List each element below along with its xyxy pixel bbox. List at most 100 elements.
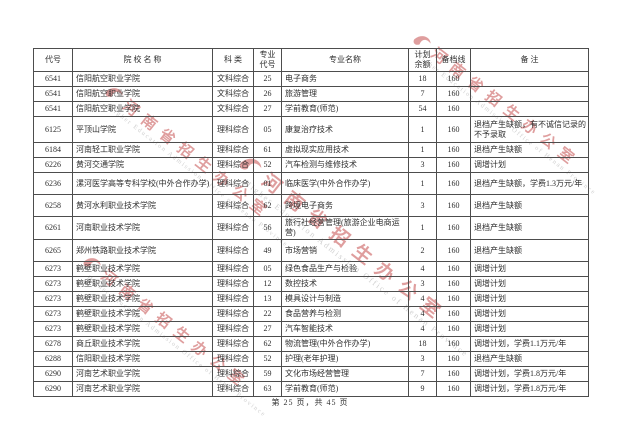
cell-institution: 信阳航空职业学院 bbox=[72, 101, 213, 117]
cell-quota: 1 bbox=[408, 142, 437, 158]
cell-institution: 鹤壁职业技术学院 bbox=[72, 291, 213, 307]
cell-code: 6125 bbox=[33, 116, 73, 143]
header-remark: 备 注 bbox=[470, 48, 589, 72]
cell-category: 理科综合 bbox=[212, 239, 254, 262]
table-row: 6541 信阳航空职业学院 文科综合 25 电子商务 18 160 bbox=[33, 71, 589, 87]
cell-major-code: 52 bbox=[253, 351, 282, 367]
header-code: 代号 bbox=[33, 48, 73, 72]
cell-major-code: 61 bbox=[253, 142, 282, 158]
cell-line: 160 bbox=[436, 336, 471, 352]
header-category: 科 类 bbox=[212, 48, 254, 72]
cell-major-name: 数控技术 bbox=[281, 276, 409, 292]
cell-institution: 信阳航空职业学院 bbox=[72, 86, 213, 102]
cell-major-code: 22 bbox=[253, 306, 282, 322]
cell-category: 理科综合 bbox=[212, 116, 254, 143]
cell-major-name: 学前教育(师范) bbox=[281, 381, 409, 397]
cell-remark: 调增计划 bbox=[470, 306, 589, 322]
cell-remark: 退档产生缺额 bbox=[470, 351, 589, 367]
cell-major-name: 康复治疗技术 bbox=[281, 116, 409, 143]
cell-institution: 商丘职业技术学院 bbox=[72, 336, 213, 352]
cell-code: 6236 bbox=[33, 172, 73, 195]
table-row: 6258 黄河水利职业技术学院 理科综合 62 跨境电子商务 3 160 退档产生缺额 bbox=[33, 194, 589, 217]
cell-quota: 54 bbox=[408, 101, 437, 117]
cell-remark: 退档产生缺额 bbox=[470, 194, 589, 217]
cell-quota: 1 bbox=[408, 216, 437, 240]
page-number: 第 25 页，共 45 页 bbox=[271, 398, 349, 407]
admission-plan-table: 代号 院 校 名 称 科 类 专业代号 专业名称 计划余额 备档线 备 注 65… bbox=[33, 48, 589, 397]
cell-quota: 4 bbox=[408, 321, 437, 337]
cell-code: 6288 bbox=[33, 351, 73, 367]
cell-category: 理科综合 bbox=[212, 142, 254, 158]
cell-line: 160 bbox=[436, 116, 471, 143]
cell-remark: 调增计划 bbox=[470, 276, 589, 292]
cell-institution: 郑州铁路职业技术学院 bbox=[72, 239, 213, 262]
cell-line: 160 bbox=[436, 101, 471, 117]
table-row: 6261 河南职业技术学院 理科综合 56 旅行社经营管理(旅游企业电商运营) 1 160 退… bbox=[33, 216, 589, 240]
cell-institution: 鹤壁职业技术学院 bbox=[72, 306, 213, 322]
cell-line: 160 bbox=[436, 381, 471, 397]
cell-quota: 3 bbox=[408, 351, 437, 367]
table-row: 6273 鹤壁职业技术学院 理科综合 05 绿色食品生产与检验 4 160 调增计划 bbox=[33, 261, 589, 277]
table-row: 6273 鹤壁职业技术学院 理科综合 22 食品营养与检测 4 160 调增计划 bbox=[33, 306, 589, 322]
cell-remark bbox=[470, 86, 589, 102]
cell-category: 文科综合 bbox=[212, 86, 254, 102]
header-institution: 院 校 名 称 bbox=[72, 48, 213, 72]
cell-major-name: 文化市场经营管理 bbox=[281, 366, 409, 382]
cell-institution: 漯河医学高等专科学校(中外合作办学) bbox=[72, 172, 213, 195]
cell-category: 理科综合 bbox=[212, 172, 254, 195]
cell-code: 6290 bbox=[33, 381, 73, 397]
cell-major-name: 食品营养与检测 bbox=[281, 306, 409, 322]
cell-major-code: 05 bbox=[253, 261, 282, 277]
cell-major-name: 绿色食品生产与检验 bbox=[281, 261, 409, 277]
cell-line: 160 bbox=[436, 216, 471, 240]
cell-quota: 7 bbox=[408, 86, 437, 102]
cell-line: 160 bbox=[436, 366, 471, 382]
cell-remark: 退档产生缺额 bbox=[470, 216, 589, 240]
cell-major-code: 27 bbox=[253, 101, 282, 117]
cell-category: 文科综合 bbox=[212, 71, 254, 87]
table-body: 6541 信阳航空职业学院 文科综合 25 电子商务 18 160 6541 信阳航空职业学院文… bbox=[33, 71, 589, 397]
cell-line: 160 bbox=[436, 306, 471, 322]
cell-institution: 河南艺术职业学院 bbox=[72, 366, 213, 382]
cell-category: 理科综合 bbox=[212, 276, 254, 292]
cell-remark: 调增计划 bbox=[470, 261, 589, 277]
cell-major-code: 13 bbox=[253, 291, 282, 307]
cell-line: 160 bbox=[436, 194, 471, 217]
cell-major-name: 学前教育(师范) bbox=[281, 101, 409, 117]
cell-major-name: 临床医学(中外合作办学) bbox=[281, 172, 409, 195]
cell-quota: 1 bbox=[408, 116, 437, 143]
cell-remark: 调增计划 bbox=[470, 157, 589, 173]
cell-line: 160 bbox=[436, 321, 471, 337]
cell-remark: 退档产生缺额，学费1.3万元/年 bbox=[470, 172, 589, 195]
table-row: 6125 平顶山学院 理科综合 05 康复治疗技术 1 160 退档产生缺额，有不诚信记录的不… bbox=[33, 116, 589, 143]
cell-major-code: 26 bbox=[253, 86, 282, 102]
cell-code: 6273 bbox=[33, 306, 73, 322]
cell-category: 理科综合 bbox=[212, 306, 254, 322]
cell-institution: 黄河交通学院 bbox=[72, 157, 213, 173]
cell-code: 6258 bbox=[33, 194, 73, 217]
cell-remark: 调增计划，学费1.8万元/年 bbox=[470, 366, 589, 382]
cell-institution: 信阳航空职业学院 bbox=[72, 71, 213, 87]
cell-category: 理科综合 bbox=[212, 157, 254, 173]
cell-line: 160 bbox=[436, 172, 471, 195]
cell-code: 6273 bbox=[33, 291, 73, 307]
cell-institution: 鹤壁职业技术学院 bbox=[72, 321, 213, 337]
cell-remark bbox=[470, 71, 589, 87]
cell-remark: 调增计划，学费1.1万元/年 bbox=[470, 336, 589, 352]
cell-major-code: 49 bbox=[253, 239, 282, 262]
cell-remark: 调增计划，学费1.8万元/年 bbox=[470, 381, 589, 397]
cell-quota: 18 bbox=[408, 71, 437, 87]
header-line: 备档线 bbox=[436, 48, 471, 72]
cell-category: 理科综合 bbox=[212, 381, 254, 397]
table-row: 6226 黄河交通学院 理科综合 52 汽车检测与维修技术 3 160 调增计划 bbox=[33, 157, 589, 173]
cell-line: 160 bbox=[436, 157, 471, 173]
cell-category: 理科综合 bbox=[212, 261, 254, 277]
table-header-row: 代号 院 校 名 称 科 类 专业代号 专业名称 计划余额 备档线 备 注 bbox=[33, 48, 589, 72]
cell-major-name: 物流管理(中外合作办学) bbox=[281, 336, 409, 352]
cell-institution: 平顶山学院 bbox=[72, 116, 213, 143]
cell-quota: 7 bbox=[408, 366, 437, 382]
cell-remark: 退档产生缺额 bbox=[470, 239, 589, 262]
cell-line: 160 bbox=[436, 276, 471, 292]
cell-institution: 河南职业技术学院 bbox=[72, 216, 213, 240]
